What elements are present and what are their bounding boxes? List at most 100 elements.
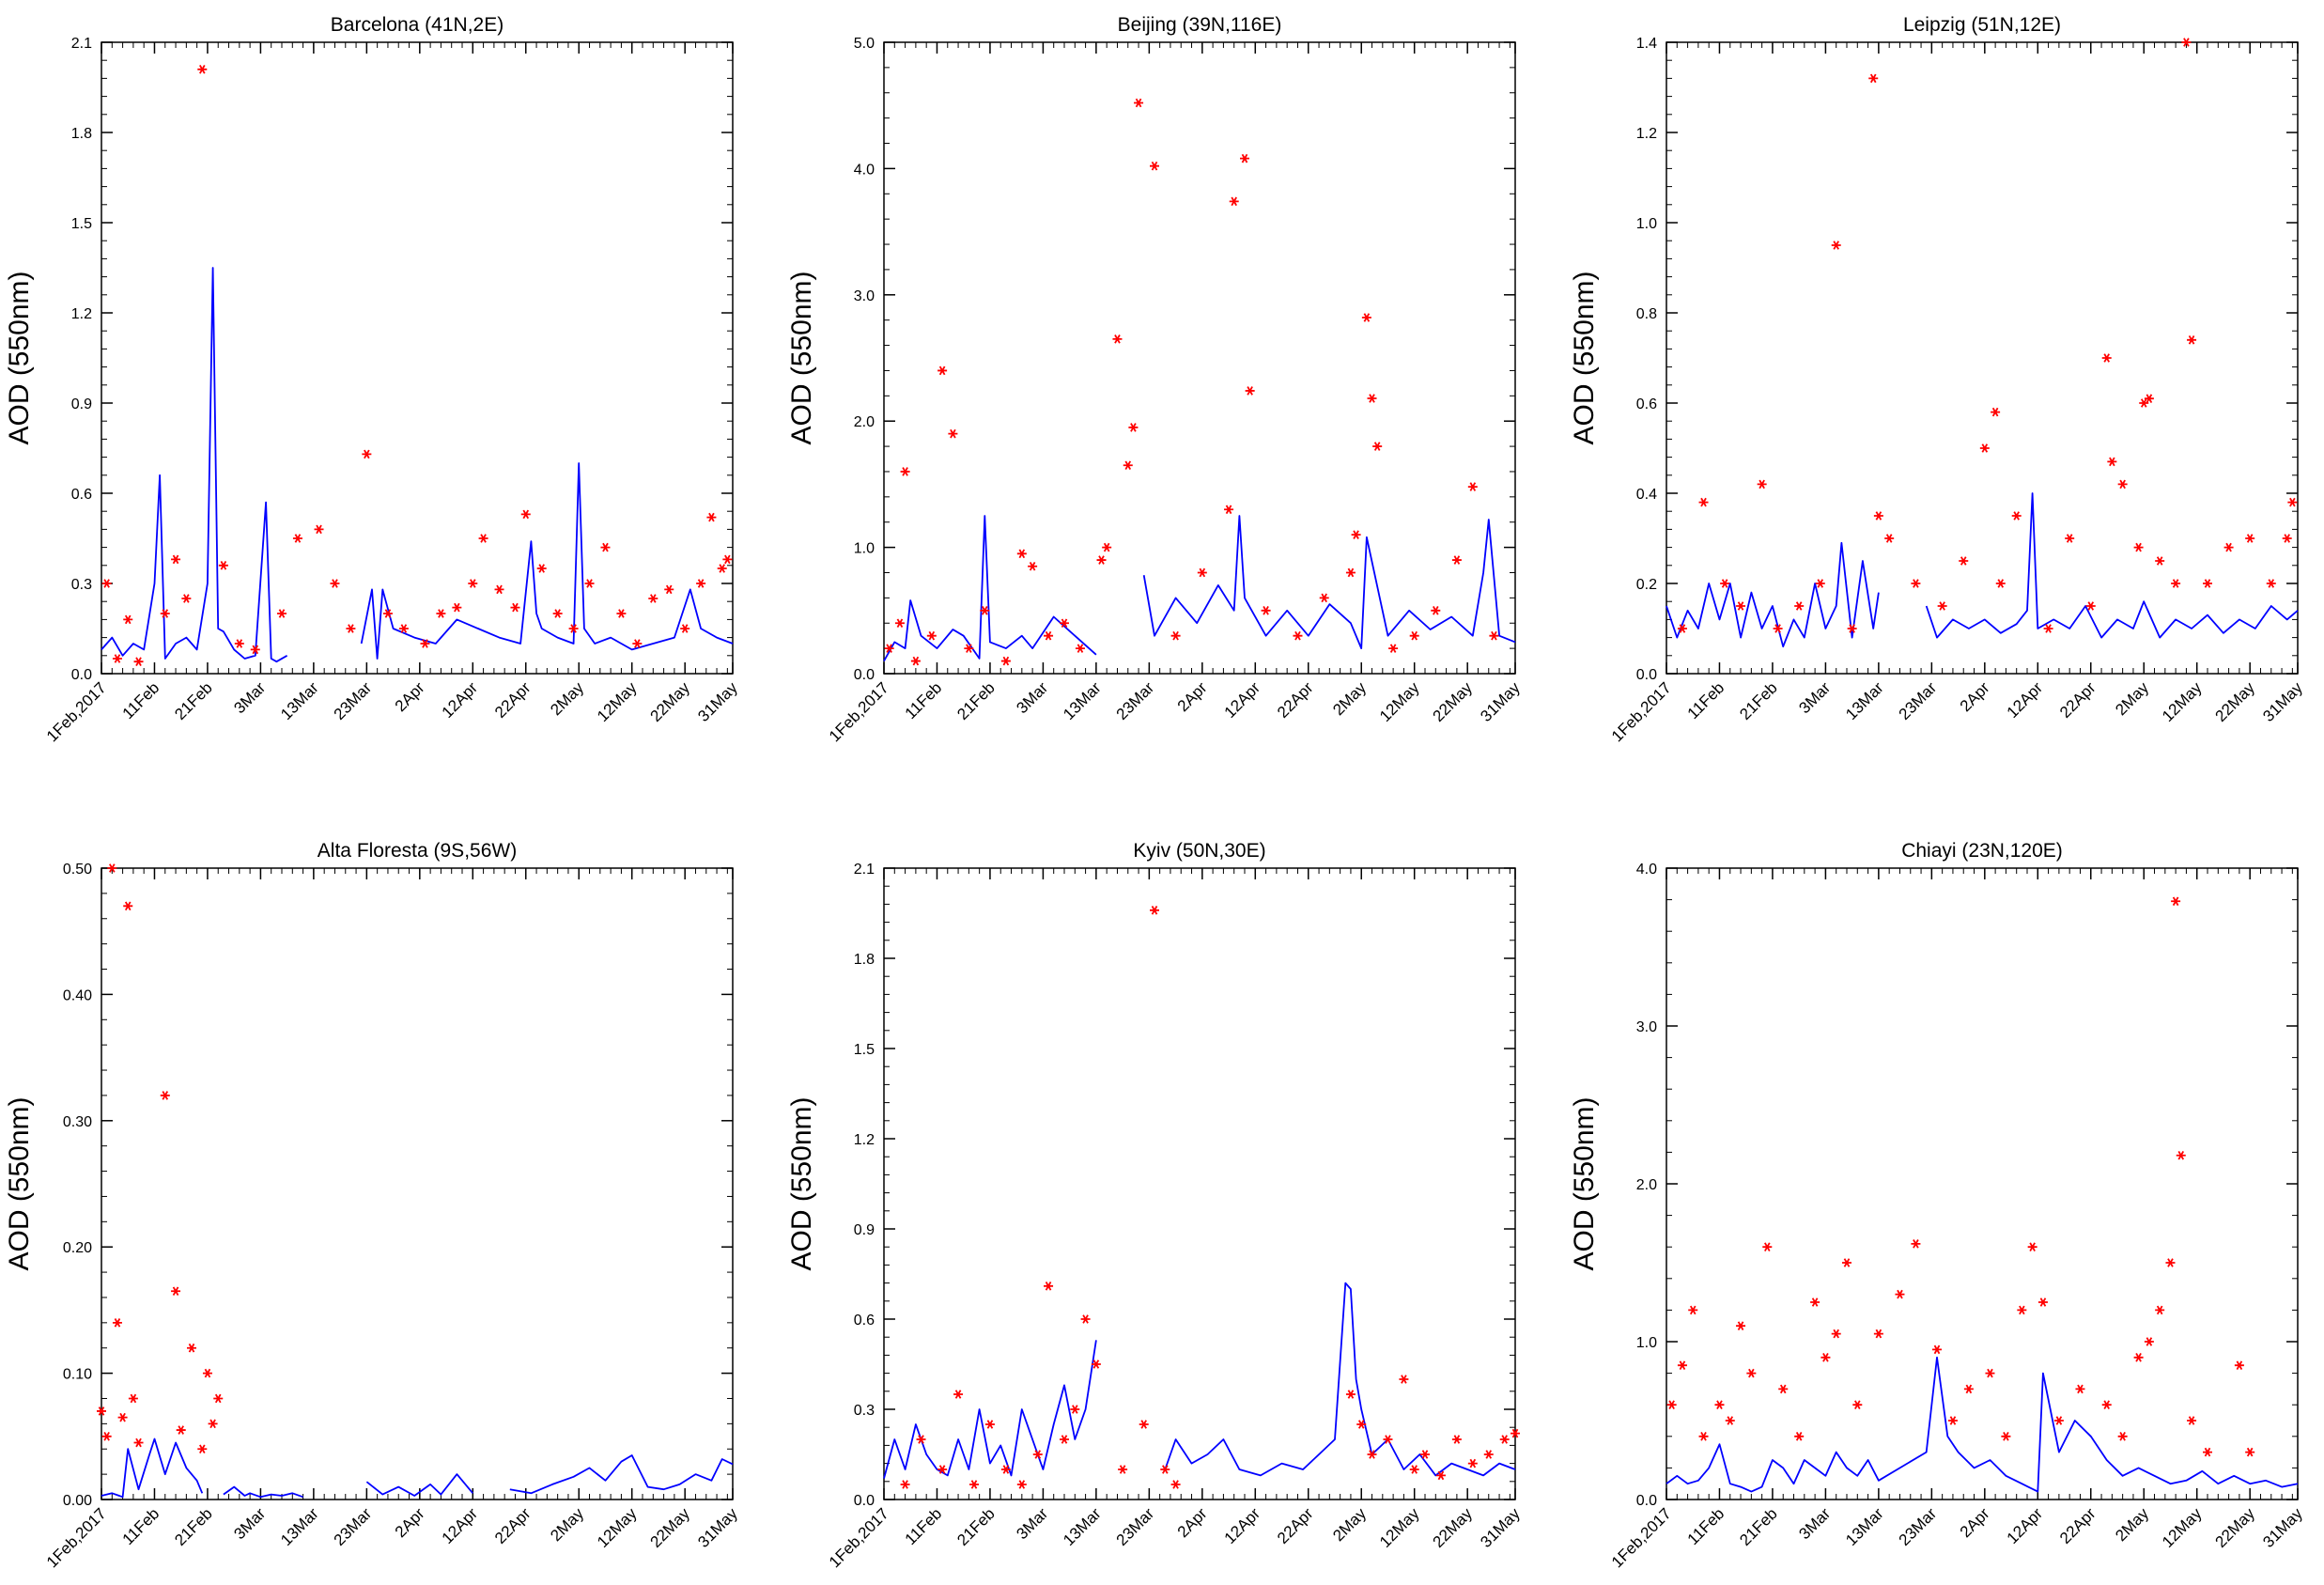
observation-point xyxy=(112,1318,122,1328)
x-tick-label: 12May xyxy=(1376,678,1423,725)
observation-point xyxy=(2011,511,2022,521)
observation-point xyxy=(1778,1384,1789,1394)
chart-panel: Leipzig (51N,12E) AOD (550nm) 0.0 0.2 0.4 0.6… xyxy=(1569,14,2306,745)
observation-point xyxy=(1831,1329,1841,1339)
x-tick-label: 2Apr xyxy=(1174,1504,1211,1541)
chart-panel: Chiayi (23N,120E) AOD (550nm) 0.0 1.0 2.0 3.0… xyxy=(1569,840,2306,1571)
x-tick-label: 31May xyxy=(694,678,741,725)
x-tick-label: 31May xyxy=(694,1504,741,1551)
observation-point xyxy=(1868,73,1879,84)
observation-point xyxy=(2203,579,2212,588)
model-series-line xyxy=(1666,492,2299,648)
x-tick-label: 11Feb xyxy=(902,678,946,723)
observation-point xyxy=(1032,1450,1043,1459)
observation-point xyxy=(2085,601,2096,611)
y-tick-label: 2.0 xyxy=(1636,1177,1657,1193)
observation-point xyxy=(1720,579,1730,588)
observation-point xyxy=(1000,656,1011,666)
observation-point xyxy=(1112,334,1123,344)
model-series-line xyxy=(883,1282,1516,1479)
observation-point xyxy=(1725,1416,1735,1425)
observation-point xyxy=(1831,241,1841,250)
observation-point xyxy=(1483,1450,1494,1459)
observation-point xyxy=(1677,1360,1687,1370)
model-series-line xyxy=(101,1437,734,1499)
observation-point xyxy=(1351,530,1361,539)
observation-point xyxy=(1075,644,1085,653)
y-tick-label: 0.3 xyxy=(71,577,92,593)
x-tick-label: 12May xyxy=(1376,1504,1423,1551)
observation-point xyxy=(1000,1465,1011,1474)
x-tick-label: 2May xyxy=(1329,678,1370,719)
x-tick-label: 11Feb xyxy=(119,678,163,723)
observation-point xyxy=(1762,1242,1773,1251)
x-tick-label: 22May xyxy=(646,678,693,725)
observation-point xyxy=(1842,1258,1851,1267)
observation-point xyxy=(926,630,937,641)
x-tick-label: 1Feb,2017 xyxy=(1608,1504,1675,1571)
observation-point xyxy=(1873,1329,1883,1339)
observation-point xyxy=(292,534,302,543)
model-series-line xyxy=(101,267,734,663)
observation-point xyxy=(1240,153,1249,163)
observation-point xyxy=(2171,896,2181,907)
observation-point xyxy=(1160,1465,1170,1474)
observation-point xyxy=(1409,1465,1419,1474)
x-tick-label: 12May xyxy=(2159,678,2206,725)
chart-title: Alta Floresta (9S,56W) xyxy=(318,840,517,862)
observation-point xyxy=(1361,313,1371,322)
x-tick-label: 11Feb xyxy=(119,1504,163,1548)
observation-point xyxy=(616,609,627,618)
y-tick-label: 0.0 xyxy=(854,1493,875,1509)
x-tick-label: 12Apr xyxy=(1221,678,1264,722)
observation-point xyxy=(937,1465,948,1474)
observation-point xyxy=(1345,567,1356,578)
observation-point xyxy=(1963,1384,1974,1394)
observation-point xyxy=(1435,1470,1446,1481)
x-tick-label: 23Mar xyxy=(331,1504,376,1549)
x-tick-label: 12May xyxy=(2159,1504,2206,1551)
observation-point xyxy=(510,602,520,613)
observation-point xyxy=(1985,1368,1995,1378)
x-tick-label: 11Feb xyxy=(1684,1504,1728,1548)
observation-point xyxy=(1959,556,1969,566)
observation-point xyxy=(1170,1480,1181,1489)
observation-point xyxy=(2043,624,2053,633)
observation-point xyxy=(1372,442,1383,451)
observation-point xyxy=(181,594,192,603)
y-tick-label: 0.9 xyxy=(854,1222,875,1238)
x-tick-label: 3Mar xyxy=(1013,678,1051,717)
observation-point xyxy=(1714,1400,1725,1409)
observation-point xyxy=(1261,606,1271,615)
observation-point xyxy=(969,1480,979,1489)
x-tick-label: 12Apr xyxy=(439,1504,482,1547)
y-tick-label: 0.2 xyxy=(1636,577,1657,593)
observation-point xyxy=(1388,644,1399,653)
y-tick-label: 1.0 xyxy=(1636,216,1657,232)
y-axis-label: AOD (550nm) xyxy=(786,271,817,444)
observation-point xyxy=(2187,335,2197,345)
observation-point xyxy=(330,579,340,588)
observation-point xyxy=(1499,1435,1510,1444)
observation-point xyxy=(1467,1458,1478,1468)
observation-point xyxy=(1794,1432,1805,1441)
y-tick-label: 0.0 xyxy=(1636,667,1657,683)
observation-point xyxy=(1016,549,1027,559)
x-tick-label: 12Apr xyxy=(2004,1504,2047,1547)
observation-point xyxy=(984,1420,995,1429)
observation-point xyxy=(1102,542,1112,552)
observation-point xyxy=(123,614,133,625)
observation-point xyxy=(1666,1400,1677,1409)
observation-point xyxy=(1688,1305,1698,1315)
observation-point xyxy=(1060,618,1069,629)
observation-point xyxy=(2001,1432,2011,1441)
x-tick-label: 12Apr xyxy=(439,678,482,722)
observation-point xyxy=(398,624,409,633)
observation-point xyxy=(894,618,905,629)
observation-point xyxy=(2075,1384,2085,1394)
observation-point xyxy=(717,564,727,573)
observation-point xyxy=(2065,534,2075,543)
observation-point xyxy=(314,524,324,535)
observation-point xyxy=(953,1390,964,1399)
y-tick-label: 3.0 xyxy=(854,288,875,304)
